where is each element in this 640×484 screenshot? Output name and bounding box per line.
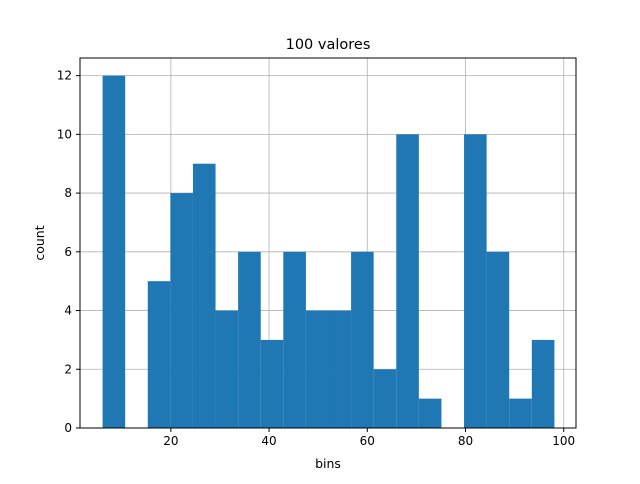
histogram-bar	[238, 251, 261, 428]
histogram-bar	[170, 193, 193, 428]
y-tick-label: 2	[64, 362, 72, 376]
histogram-bar	[486, 251, 510, 428]
histogram-bar	[192, 163, 216, 428]
ticks-layer: 20 40 60 80 100 0 2 4 6 8 10 12	[57, 69, 575, 448]
histogram-bar	[260, 339, 284, 428]
plot-frame	[79, 57, 577, 429]
histogram-bar	[351, 251, 374, 428]
y-tick-label: 4	[64, 304, 72, 318]
x-tick-label: 40	[261, 434, 276, 448]
x-tick-label: 100	[552, 434, 575, 448]
chart-title: 100 valores	[286, 37, 371, 53]
histogram-bar	[464, 134, 487, 428]
y-tick-label: 8	[64, 186, 72, 200]
x-tick-label: 80	[458, 434, 473, 448]
histogram-bar	[531, 339, 555, 428]
histogram-bar	[102, 75, 126, 428]
y-tick-label: 0	[64, 421, 72, 435]
histogram-bar	[215, 310, 239, 428]
x-tick-label: 20	[163, 434, 178, 448]
histogram-bar	[305, 310, 329, 428]
histogram-bar	[283, 251, 306, 428]
y-axis-label: count	[32, 225, 47, 260]
histogram-bar	[328, 310, 352, 428]
y-tick-label: 12	[57, 69, 72, 83]
histogram-bar	[396, 134, 419, 428]
x-tick-label: 60	[360, 434, 375, 448]
y-tick-label: 10	[57, 127, 72, 141]
histogram-bar	[418, 398, 442, 428]
histogram-bar	[373, 369, 397, 428]
histogram-bar	[509, 398, 532, 428]
histogram-bar	[147, 281, 171, 428]
y-tick-label: 6	[64, 245, 72, 259]
x-axis-label: bins	[315, 456, 341, 471]
bars-layer	[102, 75, 555, 428]
